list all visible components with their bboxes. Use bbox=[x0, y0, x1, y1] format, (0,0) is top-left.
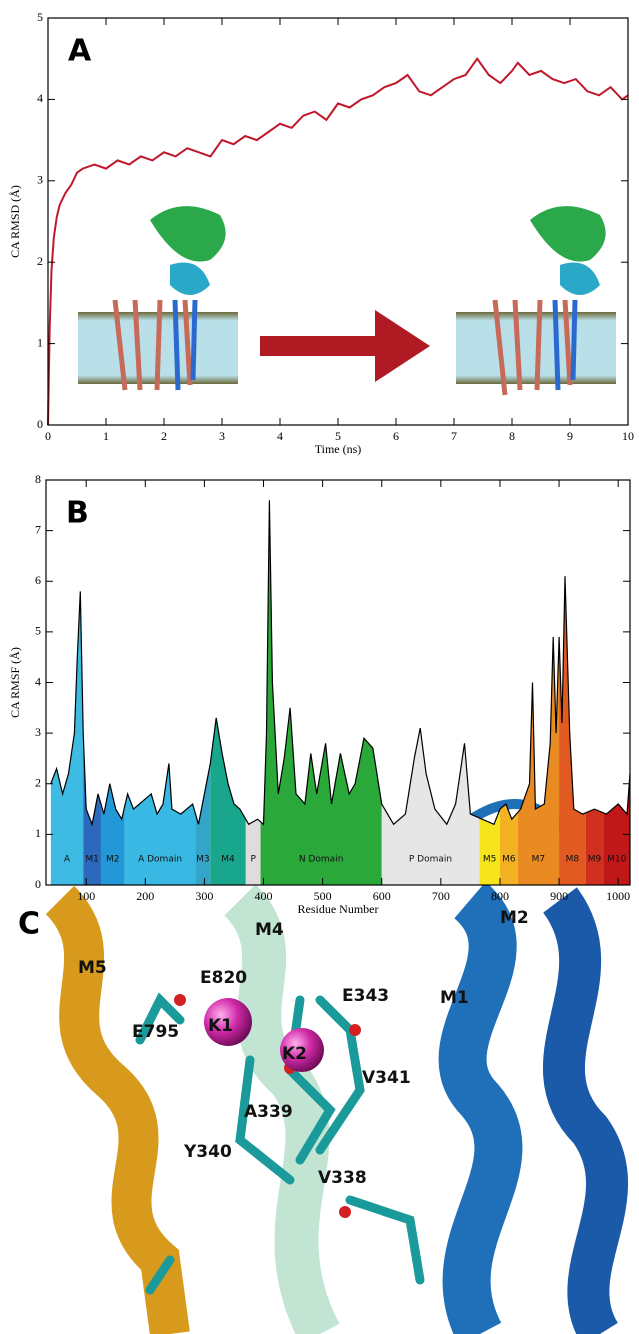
x-tick-label: 7 bbox=[451, 429, 457, 443]
region bbox=[517, 500, 560, 885]
y-tick-label: 3 bbox=[35, 725, 41, 739]
region bbox=[50, 500, 84, 885]
panel-label: C bbox=[18, 907, 40, 942]
x-tick-label: 900 bbox=[550, 889, 568, 903]
structure-render bbox=[45, 799, 628, 1334]
helix-label: M5 bbox=[78, 958, 107, 978]
y-tick-label: 1 bbox=[37, 335, 43, 349]
x-tick-label: 2 bbox=[161, 429, 167, 443]
region-label: M3 bbox=[196, 855, 210, 865]
inset-right bbox=[456, 206, 616, 396]
region-label: M5 bbox=[483, 855, 497, 865]
x-tick-label: 9 bbox=[567, 429, 573, 443]
y-tick-label: 5 bbox=[35, 624, 41, 638]
region-label: A bbox=[64, 855, 71, 865]
x-tick-label: 3 bbox=[219, 429, 225, 443]
x-tick-label: 400 bbox=[255, 889, 273, 903]
helix-label: M4 bbox=[255, 920, 284, 940]
y-tick-label: 8 bbox=[35, 472, 41, 486]
residue-label: V341 bbox=[362, 1068, 411, 1088]
data-line bbox=[50, 500, 631, 827]
y-tick-label: 2 bbox=[37, 254, 43, 268]
x-tick-label: 1000 bbox=[606, 889, 630, 903]
x-tick-label: 200 bbox=[136, 889, 154, 903]
y-tick-label: 0 bbox=[37, 417, 43, 431]
region-label: P Domain bbox=[409, 855, 452, 865]
y-tick-label: 3 bbox=[37, 173, 43, 187]
x-tick-label: 10 bbox=[622, 429, 634, 443]
panel-1: A M1 M2 A Domain M3 M4 P N Domain P Domain M5 M6 M7… bbox=[8, 472, 631, 916]
x-tick-label: 1 bbox=[103, 429, 109, 443]
residue-label: Y340 bbox=[183, 1142, 232, 1162]
y-tick-label: 5 bbox=[37, 10, 43, 24]
inset-left bbox=[78, 206, 238, 391]
x-axis-label: Time (ns) bbox=[315, 442, 362, 456]
x-tick-label: 800 bbox=[491, 889, 509, 903]
x-tick-label: 4 bbox=[277, 429, 283, 443]
region-label: M6 bbox=[502, 855, 516, 865]
region bbox=[195, 500, 211, 885]
helix-label: M1 bbox=[440, 988, 469, 1008]
region-label: M8 bbox=[566, 855, 580, 865]
region-label: M2 bbox=[106, 855, 120, 865]
data-line bbox=[47, 56, 629, 426]
x-tick-label: 6 bbox=[393, 429, 399, 443]
region-label: M10 bbox=[607, 855, 626, 865]
y-axis-label: CA RMSD (Å) bbox=[8, 185, 22, 258]
x-tick-label: 0 bbox=[45, 429, 51, 443]
region-label: M4 bbox=[221, 855, 235, 865]
x-tick-label: 8 bbox=[509, 429, 515, 443]
x-tick-label: 100 bbox=[77, 889, 95, 903]
region bbox=[585, 500, 604, 885]
region-label: P bbox=[250, 855, 256, 865]
region bbox=[260, 500, 382, 885]
region bbox=[499, 500, 518, 885]
region bbox=[210, 500, 246, 885]
region-label: M7 bbox=[532, 855, 546, 865]
region-label: M9 bbox=[588, 855, 602, 865]
residue-label: E795 bbox=[132, 1022, 179, 1042]
y-tick-label: 7 bbox=[35, 522, 41, 536]
x-tick-label: 300 bbox=[195, 889, 213, 903]
y-tick-label: 4 bbox=[37, 91, 43, 105]
y-tick-label: 2 bbox=[35, 776, 41, 790]
y-axis-label: CA RMSF (Å) bbox=[8, 647, 22, 718]
region bbox=[381, 500, 480, 885]
y-tick-label: 4 bbox=[35, 674, 41, 688]
y-tick-label: 1 bbox=[35, 826, 41, 840]
ion-label: K2 bbox=[282, 1044, 307, 1064]
x-tick-label: 500 bbox=[314, 889, 332, 903]
region bbox=[100, 500, 125, 885]
region bbox=[479, 500, 500, 885]
region-label: N Domain bbox=[299, 855, 344, 865]
ion-label: K1 bbox=[208, 1016, 233, 1036]
residue-label: V338 bbox=[318, 1168, 367, 1188]
residue-label: E820 bbox=[200, 968, 247, 988]
region-label: M1 bbox=[85, 855, 99, 865]
residue-label: A339 bbox=[244, 1102, 293, 1122]
x-tick-label: 700 bbox=[432, 889, 450, 903]
region-label: A Domain bbox=[138, 855, 182, 865]
panel-label: B bbox=[66, 496, 89, 531]
y-tick-label: 0 bbox=[35, 877, 41, 891]
x-tick-label: 600 bbox=[373, 889, 391, 903]
helix-label: M2 bbox=[500, 908, 529, 928]
panel-label: A bbox=[68, 34, 92, 69]
x-tick-label: 5 bbox=[335, 429, 341, 443]
arrow bbox=[260, 310, 430, 382]
y-tick-label: 6 bbox=[35, 573, 41, 587]
residue-label: E343 bbox=[342, 986, 389, 1006]
x-axis-label: Residue Number bbox=[298, 902, 379, 916]
region bbox=[124, 500, 196, 885]
